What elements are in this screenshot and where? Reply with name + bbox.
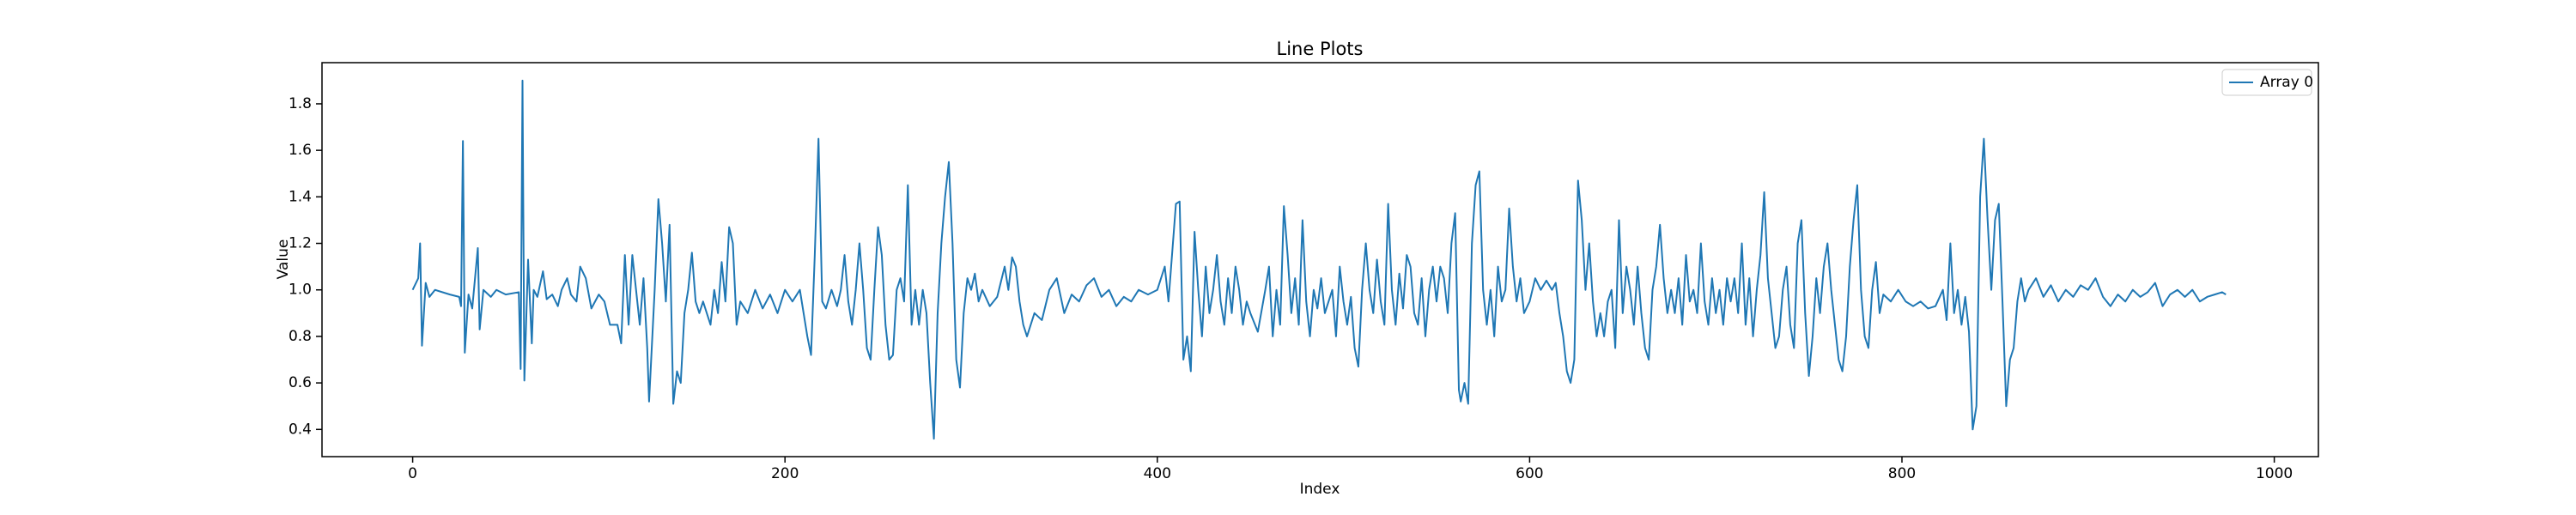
y-tick-label: 1.2: [289, 235, 312, 252]
x-axis-label: Index: [1300, 481, 1340, 498]
x-tick-label: 0: [408, 465, 417, 482]
y-axis-label: Value: [275, 239, 292, 280]
y-tick-label: 0.8: [289, 328, 312, 345]
y-tick-label: 1.0: [289, 282, 312, 299]
y-tick-label: 1.8: [289, 95, 312, 112]
y-tick-label: 0.6: [289, 374, 312, 391]
x-tick-label: 600: [1516, 465, 1543, 482]
y-tick-label: 0.4: [289, 421, 312, 438]
x-tick-label: 200: [771, 465, 799, 482]
x-tick-label: 400: [1144, 465, 1171, 482]
chart-title: Line Plots: [1277, 39, 1364, 59]
data-line: [411, 79, 2227, 440]
plot-frame: [321, 62, 2319, 457]
y-tick-label: 1.6: [289, 142, 312, 159]
legend-label: Array 0: [2260, 74, 2313, 91]
x-tick-label: 1000: [2256, 465, 2293, 482]
legend-box: [2221, 69, 2312, 96]
x-tick-label: 800: [1888, 465, 1916, 482]
y-tick-label: 1.4: [289, 188, 312, 205]
